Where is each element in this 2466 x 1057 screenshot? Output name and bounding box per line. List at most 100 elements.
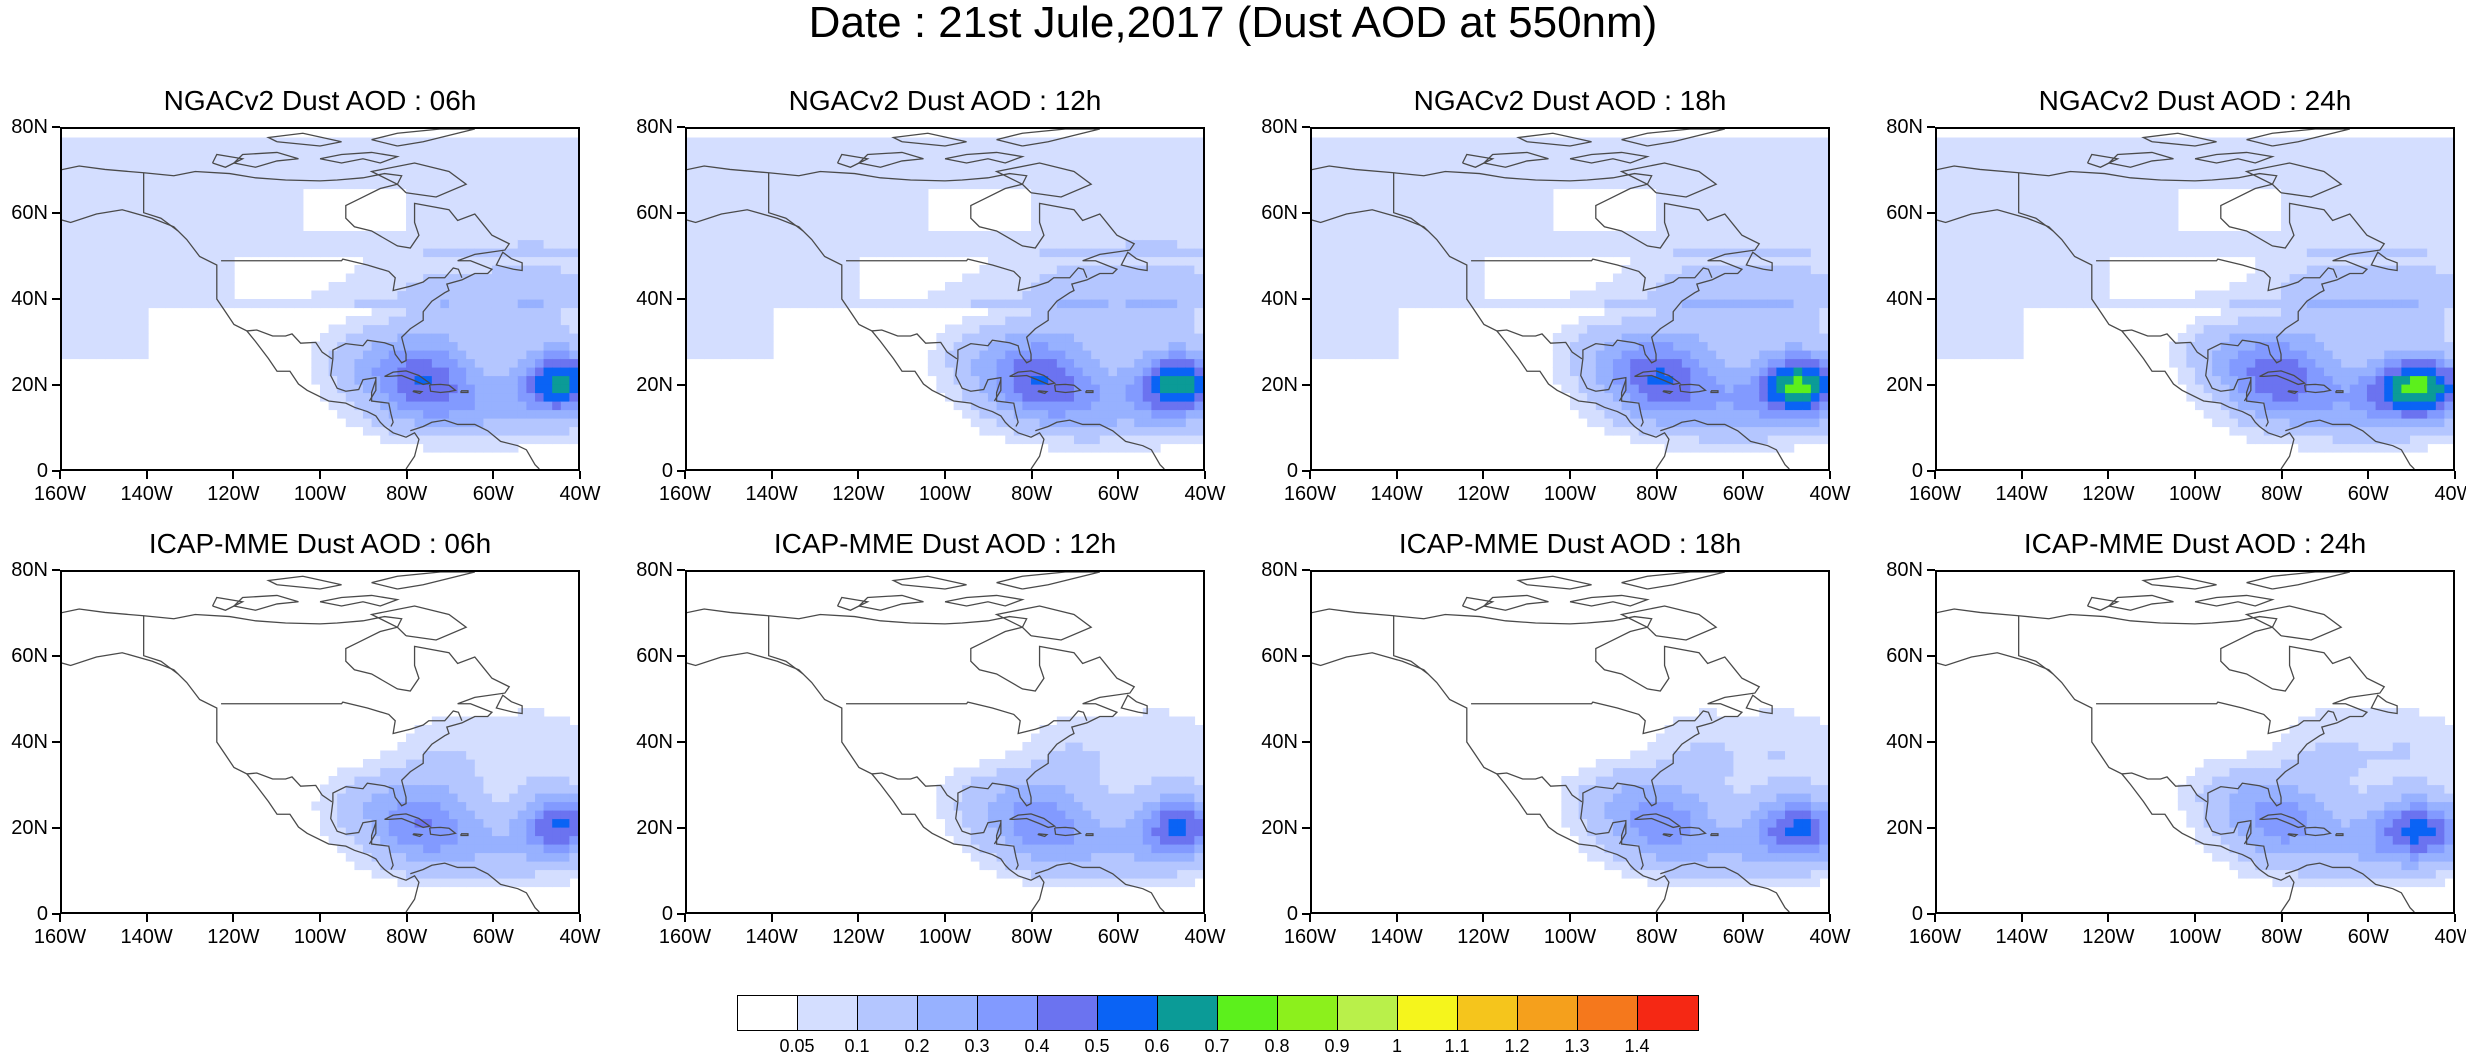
aod-cell (782, 274, 791, 283)
aod-cell (165, 248, 174, 257)
aod-cell (1819, 316, 1828, 325)
aod-cell (363, 367, 372, 376)
aod-cell (1134, 155, 1143, 164)
aod-cell (88, 282, 97, 291)
aod-cell (954, 163, 963, 172)
x-tick (1742, 471, 1744, 479)
aod-cell (208, 265, 217, 274)
aod-cell (492, 393, 501, 402)
aod-cell (1321, 308, 1330, 317)
aod-cell (1587, 410, 1596, 419)
aod-cell (1312, 299, 1321, 308)
aod-cell (807, 248, 816, 257)
aod-cell (1074, 308, 1083, 317)
aod-cell (544, 376, 553, 385)
x-tick-label: 40W (1795, 483, 1865, 505)
aod-cell (1776, 206, 1785, 215)
aod-cell (535, 418, 544, 427)
aod-cell (329, 180, 338, 189)
aod-cell (954, 240, 963, 249)
aod-cell (1501, 214, 1510, 223)
aod-cell (363, 393, 372, 402)
aod-cell (234, 231, 243, 240)
aod-cell (1065, 223, 1074, 232)
aod-cell (535, 282, 544, 291)
aod-cell (1794, 138, 1803, 147)
aod-cell (105, 274, 114, 283)
aod-cell (1160, 282, 1169, 291)
aod-cell (1673, 427, 1682, 436)
aod-cell (1389, 163, 1398, 172)
aod-cell (1759, 146, 1768, 155)
aod-cell (945, 342, 954, 351)
aod-cell (687, 299, 696, 308)
aod-cell (1381, 240, 1390, 249)
aod-cell (1040, 410, 1049, 419)
aod-cell (945, 333, 954, 342)
aod-cell (988, 180, 997, 189)
aod-cell (739, 197, 748, 206)
aod-cell (1364, 138, 1373, 147)
aod-cell (337, 282, 346, 291)
aod-cell (277, 299, 286, 308)
aod-cell (1074, 393, 1083, 402)
aod-cell (1355, 172, 1364, 181)
aod-cell (217, 282, 226, 291)
aod-cell (1065, 376, 1074, 385)
aod-cell (1776, 223, 1785, 232)
aod-cell (122, 274, 131, 283)
aod-cell (1579, 384, 1588, 393)
aod-cell (1501, 197, 1510, 206)
aod-cell (114, 155, 123, 164)
aod-cell (833, 223, 842, 232)
aod-cell (449, 240, 458, 249)
aod-cell (354, 172, 363, 181)
aod-cell (1725, 248, 1734, 257)
aod-cell (1708, 138, 1717, 147)
aod-cell (518, 138, 527, 147)
aod-cell (1151, 231, 1160, 240)
aod-cell (971, 291, 980, 300)
aod-cell (1811, 359, 1820, 368)
aod-cell (191, 274, 200, 283)
aod-cell (1802, 231, 1811, 240)
aod-cell (1372, 299, 1381, 308)
aod-cell (1100, 435, 1109, 444)
aod-cell (380, 308, 389, 317)
aod-cell (96, 138, 105, 147)
aod-cell (1682, 410, 1691, 419)
aod-cell (225, 274, 234, 283)
aod-cell (1134, 359, 1143, 368)
aod-cell (363, 350, 372, 359)
aod-cell (518, 435, 527, 444)
aod-cell (1321, 180, 1330, 189)
aod-cell (1355, 146, 1364, 155)
aod-cell (1751, 197, 1760, 206)
aod-cell (1108, 146, 1117, 155)
aod-cell (713, 325, 722, 334)
aod-cell (251, 214, 260, 223)
aod-cell (526, 325, 535, 334)
aod-cell (165, 138, 174, 147)
aod-cell (1160, 206, 1169, 215)
aod-cell (1742, 435, 1751, 444)
aod-cell (1160, 410, 1169, 419)
aod-cell (1733, 146, 1742, 155)
aod-cell (1169, 418, 1178, 427)
aod-cell (979, 282, 988, 291)
aod-cell (1742, 384, 1751, 393)
aod-cell (1690, 393, 1699, 402)
aod-cell (535, 155, 544, 164)
aod-cell (928, 163, 937, 172)
aod-cell (1117, 197, 1126, 206)
aod-cell (1604, 427, 1613, 436)
aod-cell (1441, 299, 1450, 308)
aod-cell (552, 274, 561, 283)
aod-cell (1768, 206, 1777, 215)
aod-cell (1665, 265, 1674, 274)
aod-cell (1048, 172, 1057, 181)
aod-cell (1040, 240, 1049, 249)
aod-cell (1108, 138, 1117, 147)
aod-cell (1733, 367, 1742, 376)
aod-cell (1177, 214, 1186, 223)
